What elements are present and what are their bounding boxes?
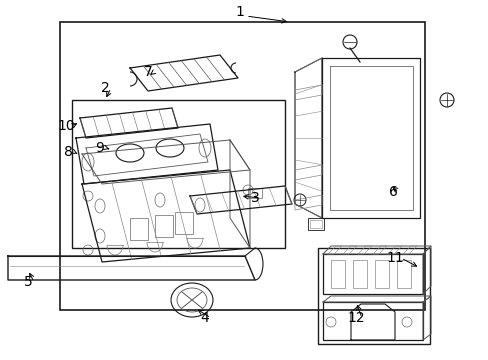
Text: 4: 4 <box>200 311 209 325</box>
Text: 3: 3 <box>250 191 259 205</box>
Bar <box>247 188 262 198</box>
Bar <box>374 260 388 288</box>
Text: 2: 2 <box>101 81 109 95</box>
Bar <box>396 260 410 288</box>
Text: 8: 8 <box>63 145 72 159</box>
Bar <box>323 254 422 294</box>
Bar <box>60 22 424 310</box>
Bar <box>309 220 321 228</box>
Text: 12: 12 <box>346 311 364 325</box>
Bar <box>307 218 324 230</box>
Bar <box>317 248 429 344</box>
Text: 6: 6 <box>388 185 397 199</box>
Text: 5: 5 <box>23 275 32 289</box>
Bar <box>323 302 422 340</box>
Text: 1: 1 <box>235 5 244 19</box>
Text: 7: 7 <box>143 65 152 79</box>
Text: 9: 9 <box>95 141 104 155</box>
Bar <box>175 212 193 234</box>
Bar <box>352 260 366 288</box>
Bar <box>72 100 285 248</box>
Bar <box>330 260 345 288</box>
Text: 11: 11 <box>386 251 403 265</box>
Bar <box>155 215 173 237</box>
Text: 10: 10 <box>57 119 75 133</box>
Bar <box>130 218 148 240</box>
